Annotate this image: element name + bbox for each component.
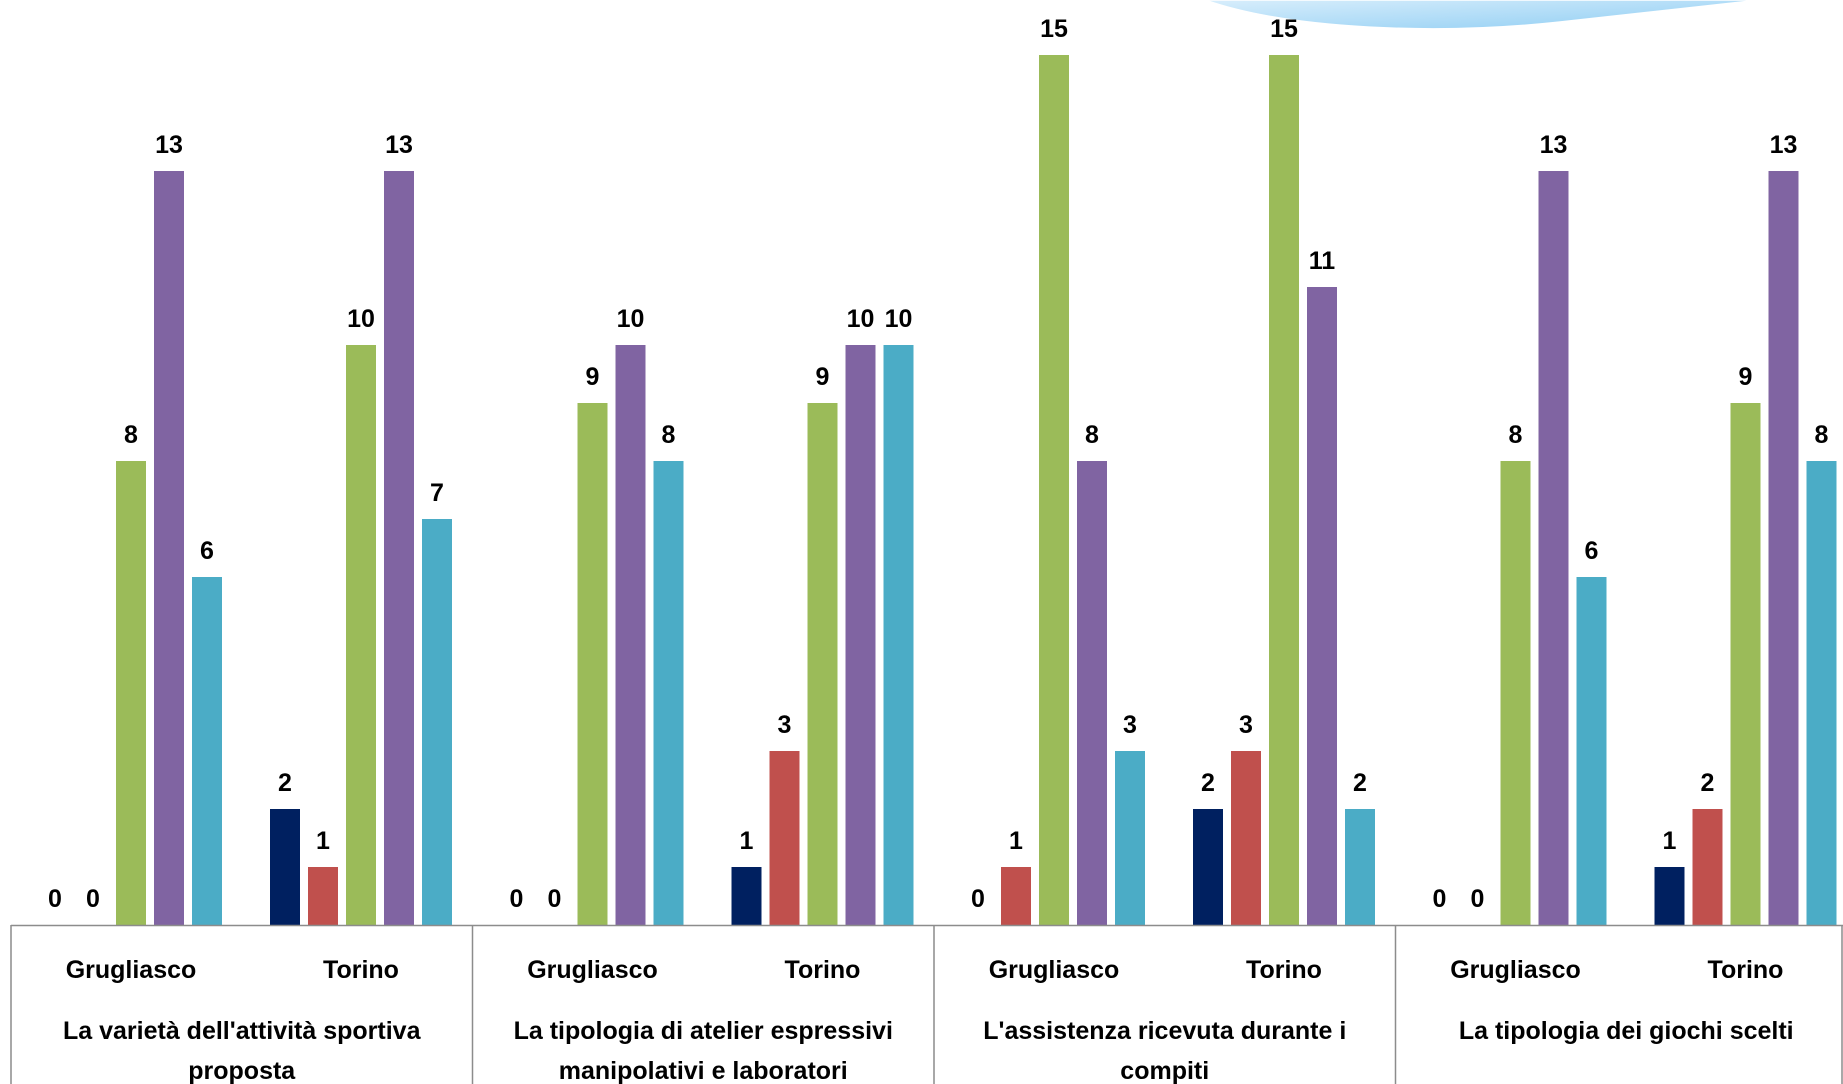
- data-label: 3: [1239, 711, 1253, 739]
- bar-series-5: [422, 519, 452, 925]
- group-label: manipolativi e laboratori: [559, 1057, 848, 1084]
- category-axis: Grugliasco Torino La varietà dell'attività…: [10, 924, 1843, 1084]
- data-label: 3: [1123, 711, 1137, 739]
- bar-series-5: [883, 345, 914, 925]
- bar-series-4: [845, 345, 876, 925]
- data-label: 2: [1201, 769, 1215, 797]
- data-label: 0: [86, 885, 100, 913]
- bar-series-2: [769, 751, 800, 925]
- data-label: 8: [124, 421, 138, 449]
- data-label: 13: [1770, 131, 1798, 159]
- group-label: La tipologia dei giochi scelti: [1459, 1017, 1794, 1045]
- bar-series-1: [1654, 867, 1685, 925]
- bar-series-3: [1500, 461, 1531, 925]
- bar-series-5: [653, 461, 684, 925]
- tick-label: Grugliasco: [989, 956, 1120, 984]
- tick-label: Grugliasco: [527, 956, 658, 984]
- bar-series-2: [1231, 751, 1261, 925]
- group-label: La tipologia di atelier espressivi: [514, 1017, 893, 1045]
- data-label: 3: [778, 711, 792, 739]
- bar-series-4: [1768, 171, 1799, 925]
- tick-label: Torino: [1708, 956, 1784, 984]
- bar-series-1: [1193, 809, 1223, 925]
- tick-label: Torino: [323, 956, 399, 984]
- data-label: 10: [617, 305, 645, 333]
- data-label: 13: [1540, 131, 1568, 159]
- bar-series-4: [154, 171, 184, 925]
- group-label: proposta: [188, 1057, 296, 1084]
- bar-series-3: [1039, 55, 1069, 925]
- data-label: 0: [48, 885, 62, 913]
- data-label: 10: [885, 305, 913, 333]
- data-label: 0: [510, 885, 524, 913]
- bar-series-1: [270, 809, 300, 925]
- data-label: 0: [548, 885, 562, 913]
- data-label: 11: [1309, 247, 1336, 275]
- bar-series-4: [615, 345, 646, 925]
- bar-series-3: [577, 403, 608, 925]
- bar-series-1: [731, 867, 762, 925]
- bar-series-3: [1730, 403, 1761, 925]
- data-label: 8: [1085, 421, 1099, 449]
- bars-layer: [116, 55, 1837, 925]
- data-label: 10: [847, 305, 875, 333]
- data-label: 8: [1509, 421, 1523, 449]
- data-label: 2: [278, 769, 292, 797]
- bar-series-4: [1077, 461, 1107, 925]
- bar-series-3: [1269, 55, 1299, 925]
- tick-label: Torino: [785, 956, 861, 984]
- tick-label: Grugliasco: [1450, 956, 1581, 984]
- data-label: 10: [347, 305, 375, 333]
- group-label: La varietà dell'attività sportiva: [63, 1017, 422, 1045]
- data-label: 9: [586, 363, 600, 391]
- data-label: 1: [1009, 827, 1023, 855]
- data-label: 0: [971, 885, 985, 913]
- bar-series-4: [1538, 171, 1569, 925]
- data-label: 6: [200, 537, 214, 565]
- bar-series-2: [1692, 809, 1723, 925]
- bar-series-5: [1576, 577, 1607, 925]
- data-label: 0: [1471, 885, 1485, 913]
- bar-series-5: [192, 577, 222, 925]
- data-label: 13: [155, 131, 183, 159]
- group-label: compiti: [1120, 1057, 1209, 1084]
- data-label: 8: [1815, 421, 1829, 449]
- bar-series-2: [1001, 867, 1031, 925]
- bar-series-4: [1307, 287, 1337, 925]
- data-label: 1: [740, 827, 754, 855]
- data-label: 9: [1739, 363, 1753, 391]
- bar-series-3: [807, 403, 838, 925]
- data-label: 2: [1701, 769, 1715, 797]
- bar-series-2: [308, 867, 338, 925]
- bar-series-3: [346, 345, 376, 925]
- data-label: 13: [385, 131, 413, 159]
- group-label: L'assistenza ricevuta durante i: [983, 1017, 1346, 1045]
- data-label: 8: [662, 421, 676, 449]
- data-label: 9: [816, 363, 830, 391]
- data-label: 15: [1040, 15, 1068, 43]
- data-label: 6: [1585, 537, 1599, 565]
- data-label: 7: [430, 479, 444, 507]
- bar-series-3: [116, 461, 146, 925]
- decorative-swoosh: [1204, 0, 1761, 30]
- tick-label: Grugliasco: [66, 956, 197, 984]
- bar-series-5: [1115, 751, 1145, 925]
- data-label: 2: [1353, 769, 1367, 797]
- bar-series-4: [384, 171, 414, 925]
- bar-series-5: [1806, 461, 1837, 925]
- tick-label: Torino: [1246, 956, 1322, 984]
- data-label: 1: [1663, 827, 1677, 855]
- data-label: 1: [316, 827, 330, 855]
- data-label: 0: [1433, 885, 1447, 913]
- data-label: 15: [1270, 15, 1298, 43]
- bar-series-5: [1345, 809, 1375, 925]
